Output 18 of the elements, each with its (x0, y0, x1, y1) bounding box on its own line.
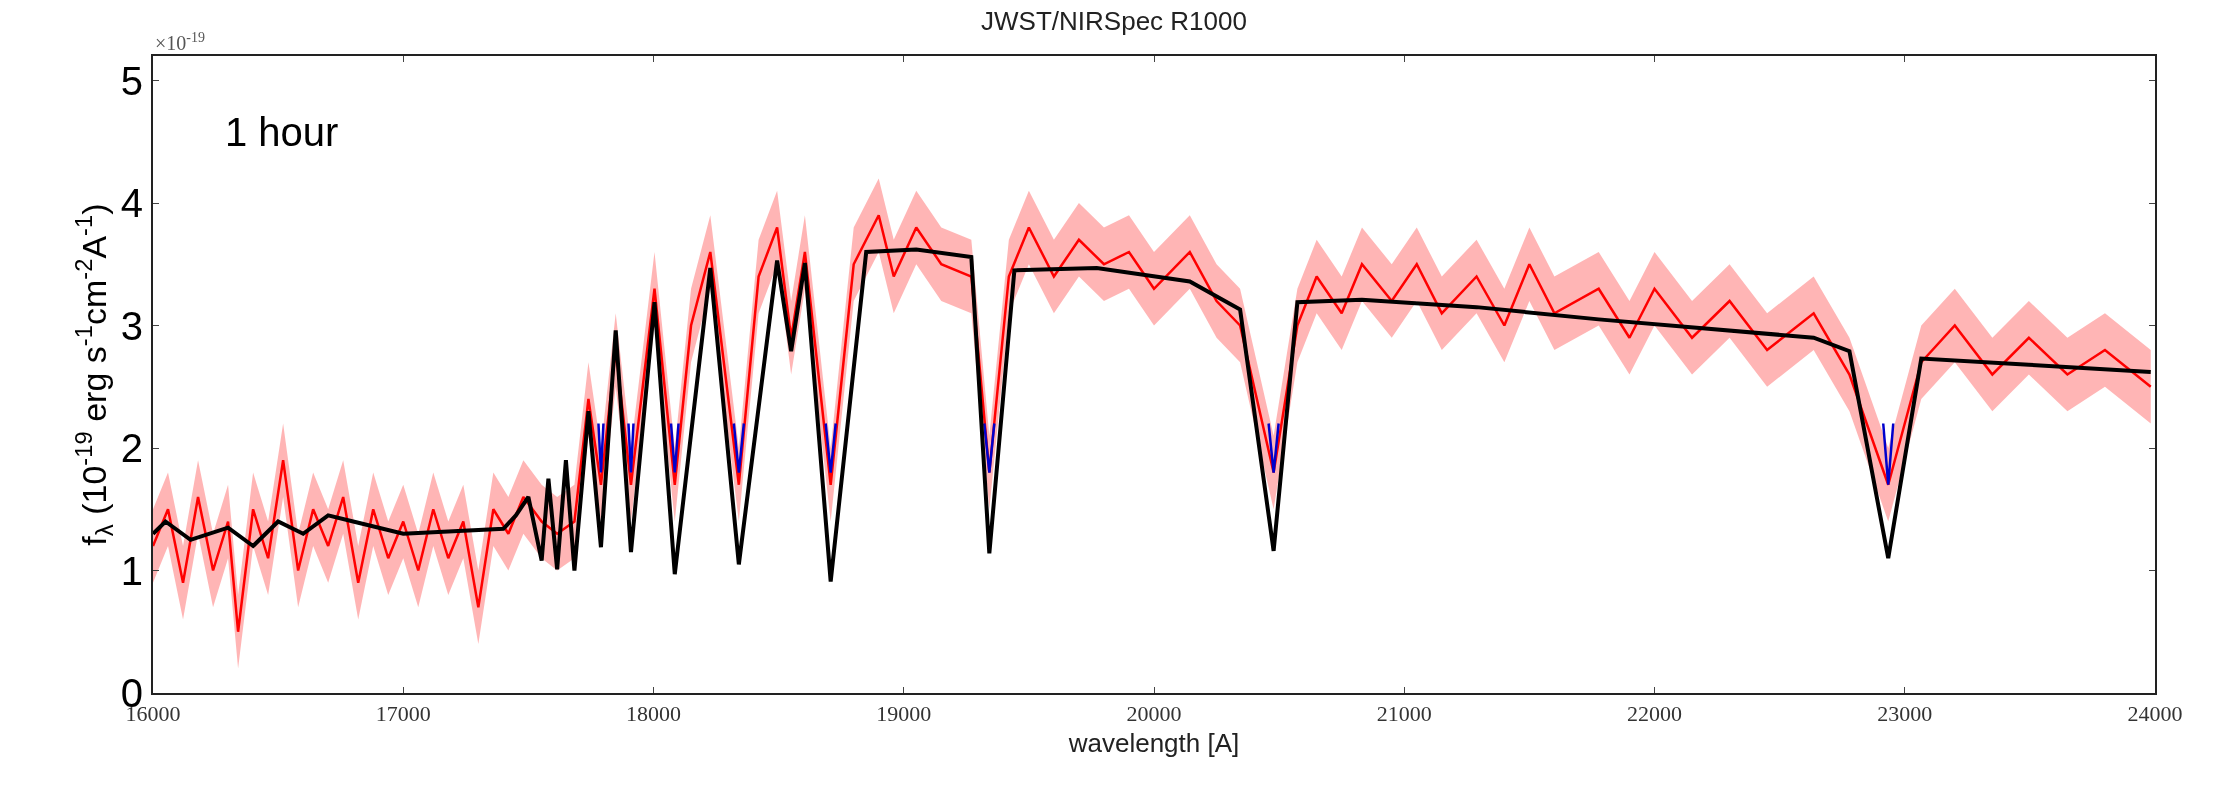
x-axis-title: wavelength [A] (1067, 727, 1240, 758)
y-tick-label: 3 (120, 303, 143, 348)
y-tick-label: 1 (120, 548, 143, 593)
x-tick-label: 19000 (876, 701, 932, 727)
x-tick-label: 20000 (1126, 701, 1182, 727)
x-tick-label: 17000 (375, 701, 431, 727)
chart-title: JWST/NIRSpec R1000 (981, 6, 1247, 37)
y-tick-label: 4 (120, 181, 143, 225)
x-tick-label: 18000 (626, 701, 681, 727)
x-tick-label: 23000 (1877, 701, 1933, 727)
line-series (153, 247, 2153, 584)
x-tick-label: 21000 (1376, 701, 1432, 727)
x-tick-label: 24000 (2127, 701, 2183, 727)
y-tick-label: 2 (120, 426, 143, 470)
y-tick-label: 5 (120, 58, 143, 103)
text: ×10$^{-19}$ (155, 30, 205, 55)
x-tick-label: 22000 (1627, 701, 1682, 727)
annotation: 1 hour (225, 110, 339, 154)
